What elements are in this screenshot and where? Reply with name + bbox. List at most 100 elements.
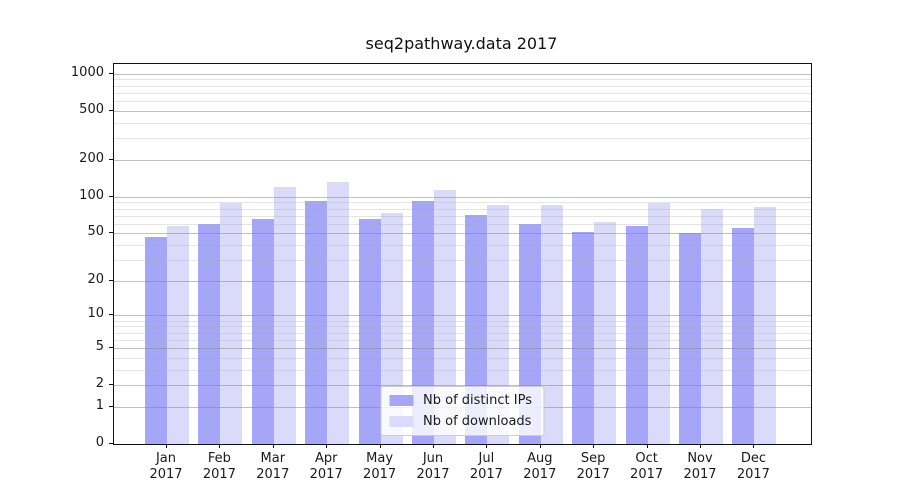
- bar-downloads: [701, 208, 723, 444]
- y-tick-label: 2: [95, 376, 104, 392]
- gridline-minor: [114, 244, 811, 246]
- y-tick-mark: [109, 346, 113, 348]
- x-tick-label: Apr 2017: [309, 451, 343, 482]
- x-tick-label: Sep 2017: [576, 451, 610, 482]
- gridline-minor: [114, 202, 811, 204]
- y-tick-label: 200: [79, 150, 104, 166]
- gridline-minor: [114, 259, 811, 261]
- x-tick-mark: [433, 444, 434, 448]
- bar-distinct-ips: [412, 200, 434, 444]
- gridline-minor: [114, 122, 811, 124]
- x-tick-mark: [272, 444, 274, 448]
- x-tick-label: Mar 2017: [256, 451, 290, 482]
- gridline-major: [114, 73, 811, 75]
- y-tick-label: 500: [79, 101, 104, 117]
- y-tick-mark: [109, 232, 113, 234]
- gridline-minor: [114, 138, 811, 140]
- x-tick-mark: [379, 444, 381, 448]
- bar-distinct-ips: [305, 201, 328, 444]
- y-tick-mark: [109, 384, 113, 386]
- gridline-minor: [114, 215, 811, 217]
- gridline-minor: [114, 357, 811, 359]
- y-tick-mark: [109, 158, 113, 160]
- x-tick-mark: [166, 444, 167, 448]
- x-tick-label: May 2017: [363, 451, 397, 482]
- bar-downloads: [487, 204, 510, 444]
- legend-swatch-downloads-icon: [389, 416, 414, 427]
- gridline-minor: [114, 326, 811, 328]
- x-tick-mark: [219, 444, 221, 448]
- bar-distinct-ips: [625, 226, 648, 444]
- y-tick-mark: [109, 279, 113, 281]
- bar-distinct-ips: [572, 232, 595, 444]
- y-axis: 0 1 2 5 10 20 50 100 200 500 1000: [0, 63, 113, 450]
- y-tick-label: 10: [87, 306, 104, 322]
- bar-downloads: [594, 221, 617, 444]
- bar-distinct-ips: [358, 219, 381, 444]
- gridline-major: [114, 159, 811, 161]
- bar-distinct-ips: [679, 233, 701, 444]
- bar-distinct-ips: [198, 223, 221, 444]
- gridline-minor: [114, 339, 811, 341]
- bar-downloads: [647, 203, 670, 444]
- gridline-minor: [114, 369, 811, 371]
- chart-title: seq2pathway.data 2017: [365, 34, 558, 53]
- x-tick-mark: [486, 444, 488, 448]
- x-tick-label: Jan 2017: [149, 451, 183, 482]
- y-tick-mark: [109, 314, 113, 316]
- y-tick-label: 5: [95, 338, 104, 354]
- bar-distinct-ips: [145, 236, 167, 444]
- x-tick-mark: [753, 444, 755, 448]
- plot-area: Nb of distinct IPs Nb of downloads: [113, 63, 812, 445]
- gridline-major: [114, 110, 811, 112]
- gridline-minor: [114, 208, 811, 210]
- gridline-major: [114, 315, 811, 317]
- bar-distinct-ips: [732, 228, 755, 444]
- legend-label-distinct-ips: Nb of distinct IPs: [423, 393, 532, 408]
- y-tick-mark: [109, 443, 113, 444]
- bar-downloads: [327, 181, 350, 444]
- x-tick-mark: [646, 444, 648, 448]
- x-tick-mark: [326, 444, 328, 448]
- bar-downloads: [273, 186, 296, 444]
- legend: Nb of distinct IPs Nb of downloads: [380, 386, 545, 436]
- y-tick-label: 50: [87, 224, 104, 240]
- y-tick-mark: [109, 405, 113, 407]
- bar-downloads: [754, 207, 777, 444]
- y-tick-mark: [109, 72, 113, 74]
- bar-downloads: [540, 205, 563, 444]
- x-tick-mark: [593, 444, 595, 448]
- y-tick-label: 0: [95, 435, 104, 450]
- legend-item-downloads: Nb of downloads: [389, 414, 532, 429]
- x-tick-label: Feb 2017: [202, 451, 236, 482]
- gridline-major: [114, 233, 811, 235]
- y-tick-label: 20: [87, 271, 104, 287]
- bar-downloads: [167, 226, 189, 444]
- x-tick-mark: [700, 444, 701, 448]
- gridline-major: [114, 347, 811, 349]
- gridline-major: [114, 280, 811, 282]
- y-tick-mark: [109, 195, 113, 197]
- x-tick-label: Aug 2017: [523, 451, 557, 482]
- legend-label-downloads: Nb of downloads: [423, 414, 532, 429]
- gridline-major: [114, 385, 811, 387]
- gridline-minor: [114, 223, 811, 225]
- x-tick-label: Nov 2017: [683, 451, 717, 482]
- x-tick-label: Jul 2017: [469, 451, 503, 482]
- x-tick-label: Jun 2017: [416, 451, 450, 482]
- gridline-major: [114, 196, 811, 198]
- bar-distinct-ips: [251, 218, 274, 444]
- gridline-minor: [114, 320, 811, 322]
- legend-swatch-distinct-ips-icon: [389, 395, 414, 406]
- x-tick-label: Oct 2017: [630, 451, 664, 482]
- gridline-minor: [114, 92, 811, 94]
- y-tick-label: 1: [95, 397, 104, 413]
- legend-item-distinct-ips: Nb of distinct IPs: [389, 393, 532, 408]
- y-tick-mark: [109, 109, 113, 111]
- x-tick-mark: [539, 444, 541, 448]
- x-tick-label: Dec 2017: [736, 451, 770, 482]
- gridline-minor: [114, 79, 811, 81]
- y-tick-label: 1000: [70, 64, 104, 80]
- y-tick-label: 100: [79, 187, 104, 203]
- bar-downloads: [220, 202, 243, 444]
